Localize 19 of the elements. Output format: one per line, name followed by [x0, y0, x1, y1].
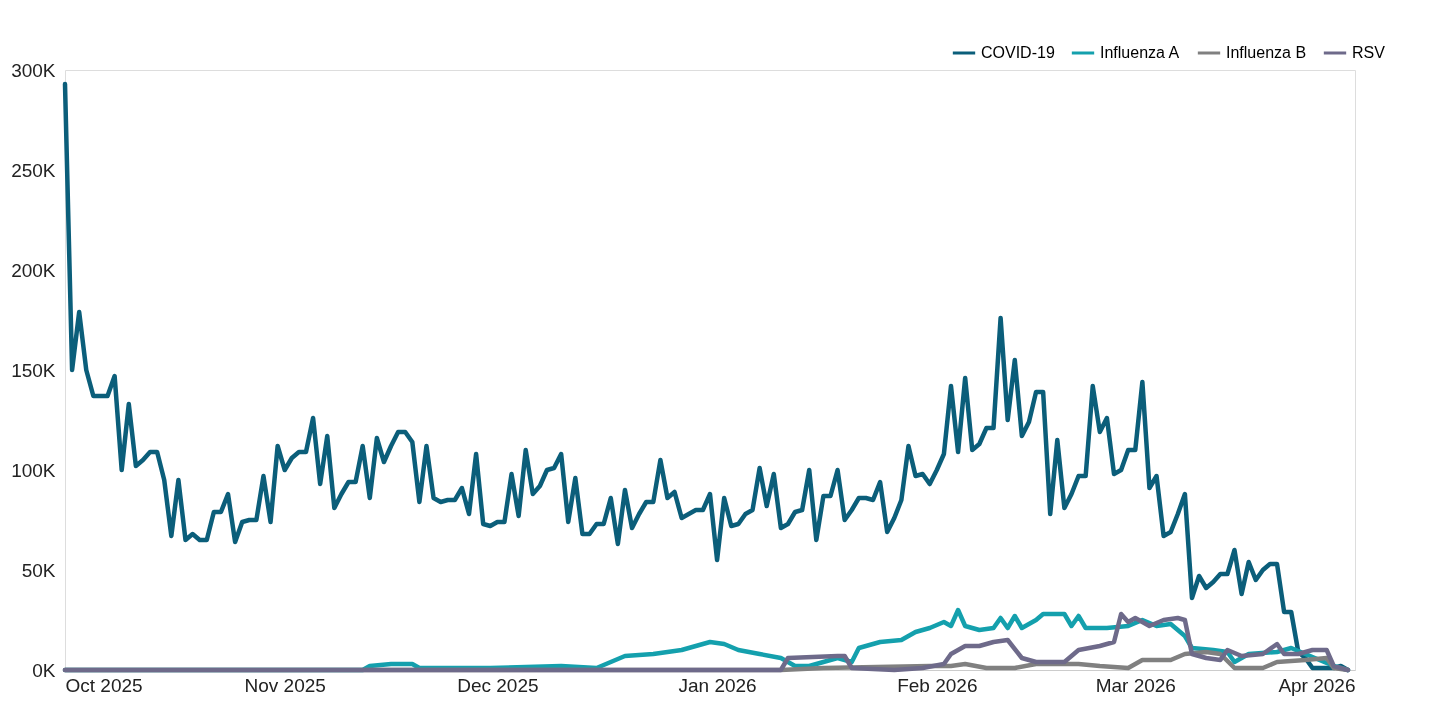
y-tick-label: 50K — [21, 559, 56, 581]
x-tick-label: Dec 2025 — [457, 674, 539, 696]
x-tick-label: Jan 2026 — [678, 674, 757, 696]
legend-label: RSV — [1352, 44, 1386, 61]
y-tick-label: 200K — [11, 259, 56, 281]
x-tick-label: Apr 2026 — [1278, 674, 1356, 696]
y-tick-label: 250K — [11, 159, 56, 181]
y-tick-label: 300K — [11, 59, 56, 81]
legend-label: Influenza A — [1100, 44, 1180, 61]
x-tick-label: Nov 2025 — [244, 674, 326, 696]
legend-label: COVID-19 — [981, 44, 1055, 61]
legend-label: Influenza B — [1226, 44, 1307, 61]
line-series — [62, 81, 1351, 673]
x-tick-label: Oct 2025 — [65, 674, 143, 696]
y-tick-label: 0K — [32, 659, 56, 681]
x-tick-label: Mar 2026 — [1095, 674, 1176, 696]
y-tick-label: 100K — [11, 459, 56, 481]
x-tick-label: Feb 2026 — [897, 674, 978, 696]
y-tick-label: 150K — [11, 359, 56, 381]
